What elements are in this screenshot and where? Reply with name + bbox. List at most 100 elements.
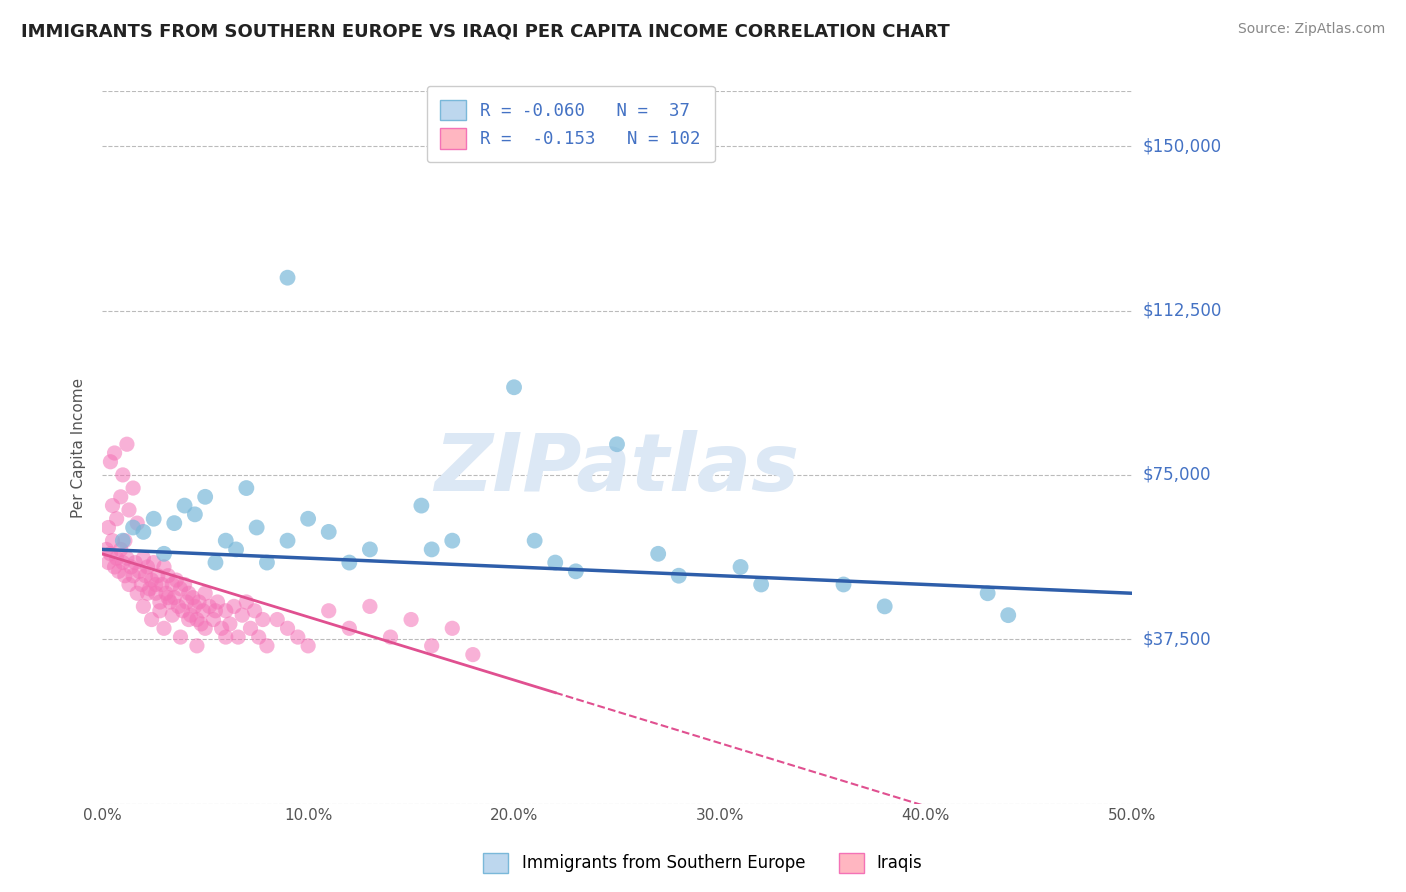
Point xyxy=(97,520,120,534)
Point xyxy=(115,437,138,451)
Text: $112,500: $112,500 xyxy=(1143,301,1222,319)
Point xyxy=(122,481,145,495)
Point xyxy=(297,639,319,653)
Point xyxy=(461,648,484,662)
Point xyxy=(256,556,278,570)
Point xyxy=(160,577,183,591)
Point xyxy=(150,577,173,591)
Legend: Immigrants from Southern Europe, Iraqis: Immigrants from Southern Europe, Iraqis xyxy=(477,847,929,880)
Point xyxy=(165,573,187,587)
Point xyxy=(668,568,690,582)
Point xyxy=(163,516,186,530)
Point xyxy=(380,630,402,644)
Legend: R = -0.060   N =  37, R =  -0.153   N = 102: R = -0.060 N = 37, R = -0.153 N = 102 xyxy=(426,86,714,162)
Y-axis label: Per Capita Income: Per Capita Income xyxy=(72,377,86,517)
Point xyxy=(247,630,270,644)
Point xyxy=(142,512,165,526)
Point xyxy=(204,604,226,618)
Point xyxy=(107,565,129,579)
Point xyxy=(198,599,221,614)
Point xyxy=(122,520,145,534)
Point xyxy=(226,630,249,644)
Point xyxy=(167,599,190,614)
Point xyxy=(122,568,145,582)
Point xyxy=(127,516,149,530)
Point xyxy=(186,639,208,653)
Point xyxy=(184,599,207,614)
Point xyxy=(141,613,163,627)
Point xyxy=(337,621,360,635)
Point xyxy=(96,542,118,557)
Point xyxy=(565,565,588,579)
Point xyxy=(218,616,240,631)
Point xyxy=(114,533,136,548)
Point xyxy=(110,490,132,504)
Point xyxy=(287,630,309,644)
Point xyxy=(149,595,172,609)
Point xyxy=(225,542,247,557)
Point xyxy=(105,551,128,566)
Point xyxy=(136,560,159,574)
Point xyxy=(153,621,176,635)
Point xyxy=(207,595,229,609)
Point xyxy=(188,595,211,609)
Point xyxy=(256,639,278,653)
Point xyxy=(246,520,269,534)
Point xyxy=(749,577,772,591)
Point xyxy=(177,613,200,627)
Point xyxy=(976,586,998,600)
Point xyxy=(204,556,226,570)
Point xyxy=(97,556,120,570)
Point xyxy=(114,568,136,582)
Point xyxy=(163,591,186,605)
Point xyxy=(100,547,122,561)
Point xyxy=(252,613,274,627)
Point xyxy=(215,533,238,548)
Point xyxy=(101,533,124,548)
Point xyxy=(215,604,238,618)
Point xyxy=(211,621,233,635)
Point xyxy=(399,613,422,627)
Point xyxy=(134,568,156,582)
Point xyxy=(111,556,134,570)
Point xyxy=(606,437,628,451)
Point xyxy=(103,560,125,574)
Point xyxy=(239,621,262,635)
Point xyxy=(359,542,381,557)
Point xyxy=(441,621,464,635)
Point xyxy=(103,446,125,460)
Point xyxy=(118,503,141,517)
Point xyxy=(127,586,149,600)
Point xyxy=(235,481,257,495)
Text: $150,000: $150,000 xyxy=(1143,137,1222,155)
Point xyxy=(503,380,526,394)
Point xyxy=(157,591,180,605)
Point xyxy=(181,591,204,605)
Point xyxy=(142,556,165,570)
Point xyxy=(145,577,167,591)
Point xyxy=(101,499,124,513)
Point xyxy=(118,577,141,591)
Point xyxy=(420,639,443,653)
Point xyxy=(120,560,142,574)
Point xyxy=(173,577,195,591)
Point xyxy=(115,551,138,566)
Text: $75,000: $75,000 xyxy=(1143,466,1212,483)
Point xyxy=(169,630,191,644)
Text: $37,500: $37,500 xyxy=(1143,631,1212,648)
Point xyxy=(105,512,128,526)
Point xyxy=(177,586,200,600)
Point xyxy=(153,560,176,574)
Point xyxy=(155,586,177,600)
Point xyxy=(132,599,155,614)
Point xyxy=(337,556,360,570)
Point xyxy=(141,573,163,587)
Point xyxy=(160,608,183,623)
Point xyxy=(173,499,195,513)
Point xyxy=(190,616,212,631)
Point xyxy=(191,604,214,618)
Point xyxy=(318,524,340,539)
Point xyxy=(202,613,225,627)
Point xyxy=(222,599,245,614)
Point xyxy=(318,604,340,618)
